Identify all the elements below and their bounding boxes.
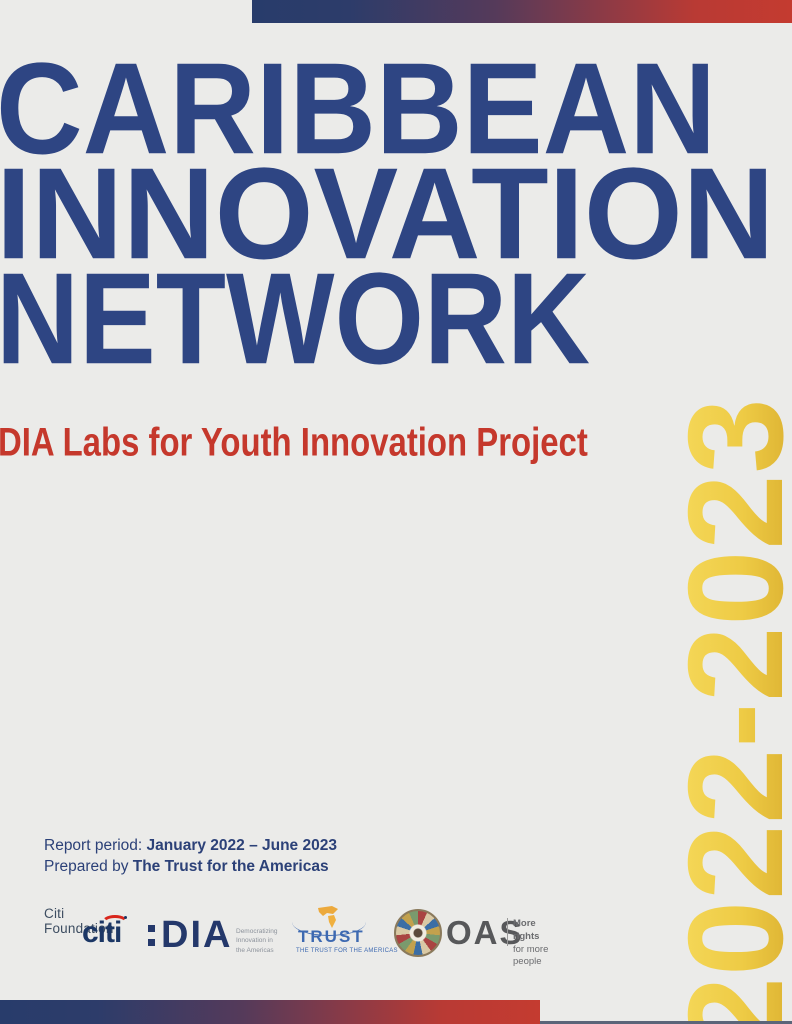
prepared-by-label: Prepared by: [44, 858, 133, 876]
prepared-by-value: The Trust for the Americas: [132, 858, 329, 876]
report-period-line: Report period: January 2022 – June 2023: [44, 835, 337, 856]
dia-tagline-line: Democratizing: [236, 928, 278, 935]
main-title-line-3: NETWORK: [0, 246, 591, 392]
report-period-value: January 2022 – June 2023: [146, 837, 337, 854]
bottom-gradient-bar: [0, 1000, 540, 1024]
oas-tagline-line-2: for more people: [513, 943, 549, 968]
vertical-year-banner: 2022-2023: [660, 397, 792, 1024]
dia-logo: DIA Democratizing Innovation in the Amer…: [148, 916, 278, 962]
trust-tagline: THE TRUST FOR THE AMERICAS: [296, 948, 398, 954]
citi-foundation-label: Citi Foundation: [44, 906, 114, 936]
prepared-by-line: Prepared by The Trust for the Americas: [44, 856, 337, 877]
project-subtitle: DIA Labs for Youth Innovation Project: [0, 419, 588, 465]
oas-logo: OAS More rights for more people: [394, 908, 554, 967]
trust-logo: TRUST THE TRUST FOR THE AMERICAS: [292, 906, 398, 960]
oas-tagline-line-1: More rights: [513, 918, 540, 942]
main-title-line-2: INNOVATION: [0, 141, 775, 287]
oas-seal-icon: [394, 909, 442, 957]
dia-tagline-line: the Americas: [236, 946, 274, 954]
citi-foundation-logo: Citi Foundation citi: [44, 906, 134, 960]
citi-arc-icon: [101, 915, 129, 932]
dia-tagline: Democratizing Innovation in the Americas: [236, 927, 278, 955]
report-meta: Report period: January 2022 – June 2023 …: [44, 835, 337, 878]
trust-swoosh-icon: [292, 922, 366, 936]
oas-wordmark: OAS: [446, 914, 524, 951]
main-title-line-1: CARIBBEAN: [0, 36, 716, 182]
dia-tagline-line: Innovation in: [236, 937, 273, 945]
oas-tagline: More rights for more people: [513, 918, 554, 969]
dia-colon-icon: [148, 925, 155, 953]
oas-divider: [507, 918, 508, 946]
top-gradient-bar: [252, 0, 792, 23]
report-period-label: Report period:: [44, 837, 147, 854]
dia-wordmark: DIA: [161, 914, 233, 956]
bottom-edge-line: [540, 1021, 792, 1024]
citi-registered-mark-icon: [124, 916, 127, 919]
